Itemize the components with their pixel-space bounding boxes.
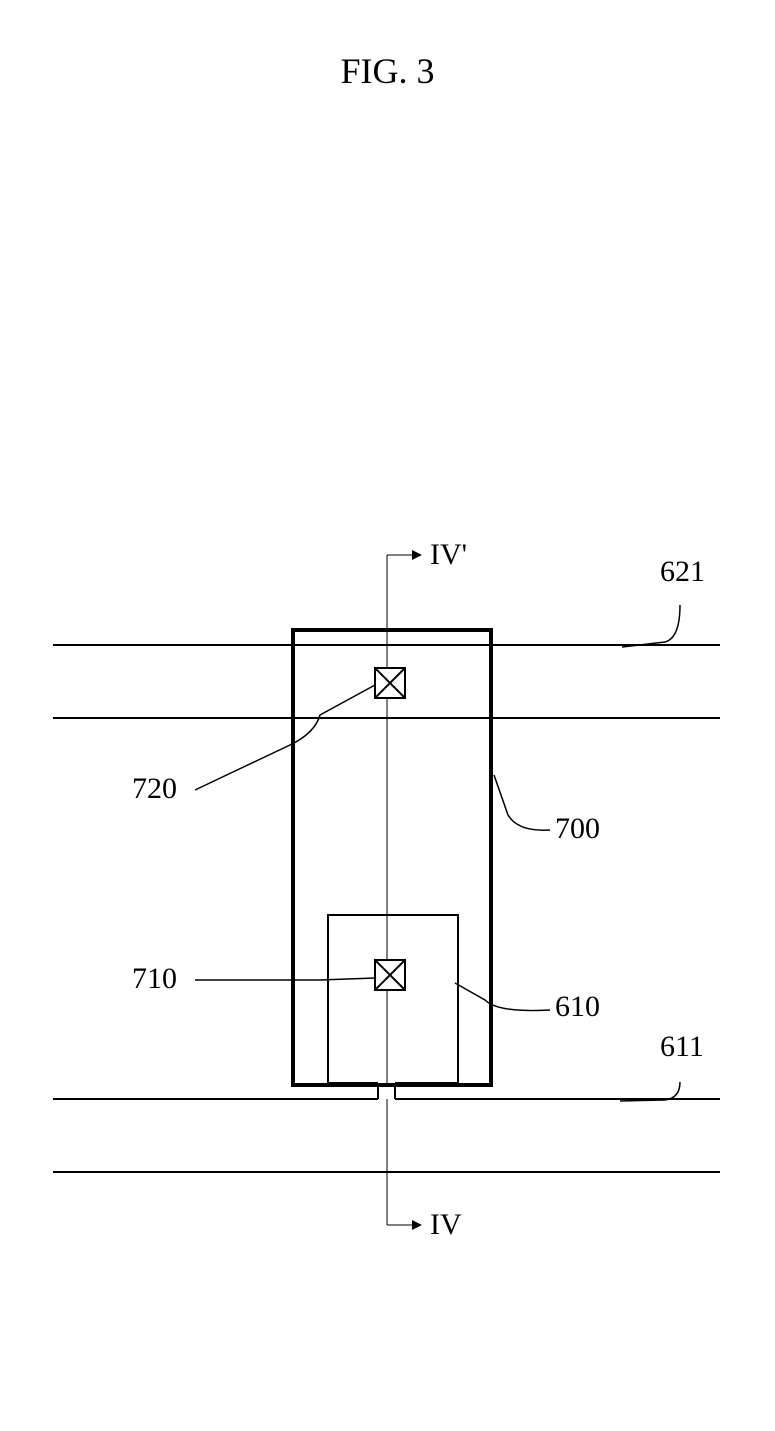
leader-610 (455, 983, 550, 1011)
label-iv-prime: IV' (430, 538, 467, 572)
label-iv: IV (430, 1208, 462, 1242)
label-611: 611 (660, 1030, 704, 1064)
label-610: 610 (555, 990, 600, 1024)
label-700: 700 (555, 812, 600, 846)
label-710: 710 (132, 962, 177, 996)
label-621: 621 (660, 555, 705, 589)
leader-710 (195, 978, 375, 980)
label-720: 720 (132, 772, 177, 806)
rect-610 (328, 915, 458, 1083)
leader-700 (494, 775, 550, 830)
arrow-iv (387, 1220, 422, 1230)
leader-621 (622, 605, 680, 647)
leader-720 (195, 685, 375, 790)
diagram-svg (0, 0, 775, 1431)
arrow-iv-prime (387, 550, 422, 560)
contact-720 (375, 668, 405, 698)
contact-710 (375, 960, 405, 990)
